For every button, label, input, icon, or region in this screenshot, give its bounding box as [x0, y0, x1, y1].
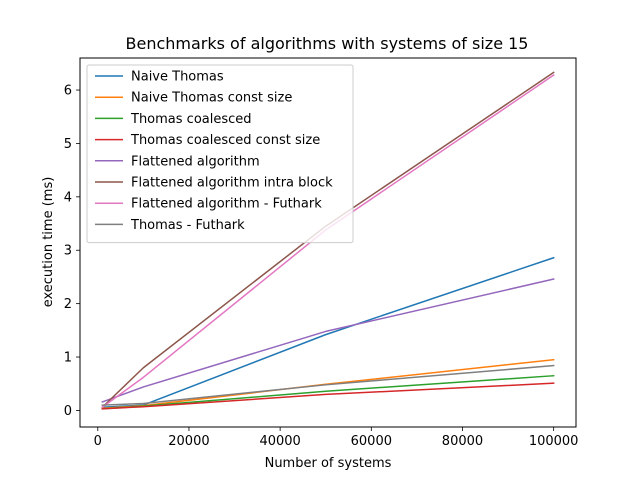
plot-area [79, 57, 577, 428]
x-tick-label: 0 [94, 434, 102, 449]
axes-frame [79, 57, 577, 428]
x-axis-ticks: 0 20000 40000 60000 80000 100000 [94, 427, 579, 449]
legend-label-4: Thomas coalesced const size [130, 133, 320, 148]
y-tick-label: 5 [64, 137, 72, 152]
y-tick-label: 1 [64, 351, 72, 366]
series-line-7 [101, 74, 555, 409]
x-tick-label: 20000 [168, 434, 209, 449]
legend-label-6: Flattened algorithm intra block [131, 176, 333, 191]
series-line-1 [101, 256, 555, 409]
series-line-5 [101, 278, 555, 403]
y-tick-label: 4 [64, 190, 72, 205]
series-line-8 [101, 364, 555, 406]
series-line-4 [101, 382, 555, 410]
y-tick-label: 6 [64, 84, 72, 99]
x-axis-label: Number of systems [265, 456, 392, 471]
y-axis-ticks: 0 1 2 3 4 5 6 [64, 84, 80, 419]
x-tick-label: 100000 [529, 434, 579, 449]
x-tick-label: 40000 [259, 434, 300, 449]
legend-label-1: Naive Thomas [131, 70, 224, 85]
series-layer [101, 71, 555, 410]
legend-label-8: Thomas - Futhark [130, 218, 245, 233]
y-tick-label: 0 [64, 404, 72, 419]
legend-box [86, 64, 354, 244]
x-tick-label: 80000 [442, 434, 483, 449]
legend-label-5: Flattened algorithm [131, 154, 260, 169]
x-tick-label: 60000 [351, 434, 392, 449]
legend: Naive Thomas Naive Thomas const size Thoma… [86, 64, 354, 244]
chart-title: Benchmarks of algorithms with systems of… [126, 34, 529, 53]
legend-label-3: Thomas coalesced [130, 112, 252, 127]
legend-label-7: Flattened algorithm - Futhark [131, 197, 322, 212]
y-tick-label: 3 [64, 244, 72, 259]
series-line-6 [101, 71, 555, 409]
y-tick-label: 2 [64, 297, 72, 312]
legend-label-2: Naive Thomas const size [131, 91, 292, 106]
y-axis-label: execution time (ms) [41, 177, 56, 308]
